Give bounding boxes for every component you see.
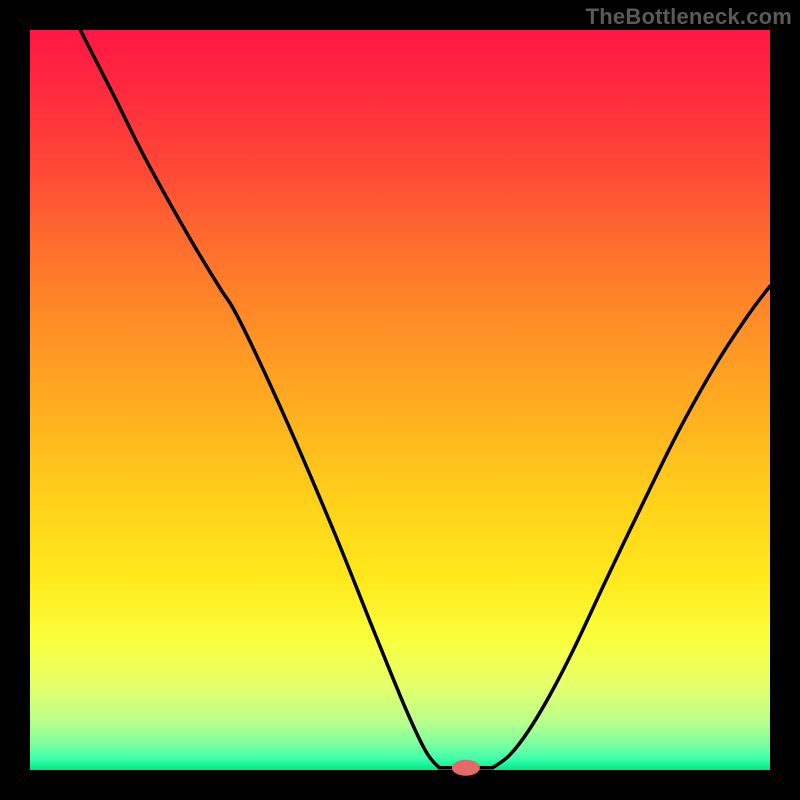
bottleneck-chart [0,0,800,800]
optimal-marker [452,760,480,776]
chart-frame: TheBottleneck.com [0,0,800,800]
plot-area-rect [30,30,770,770]
